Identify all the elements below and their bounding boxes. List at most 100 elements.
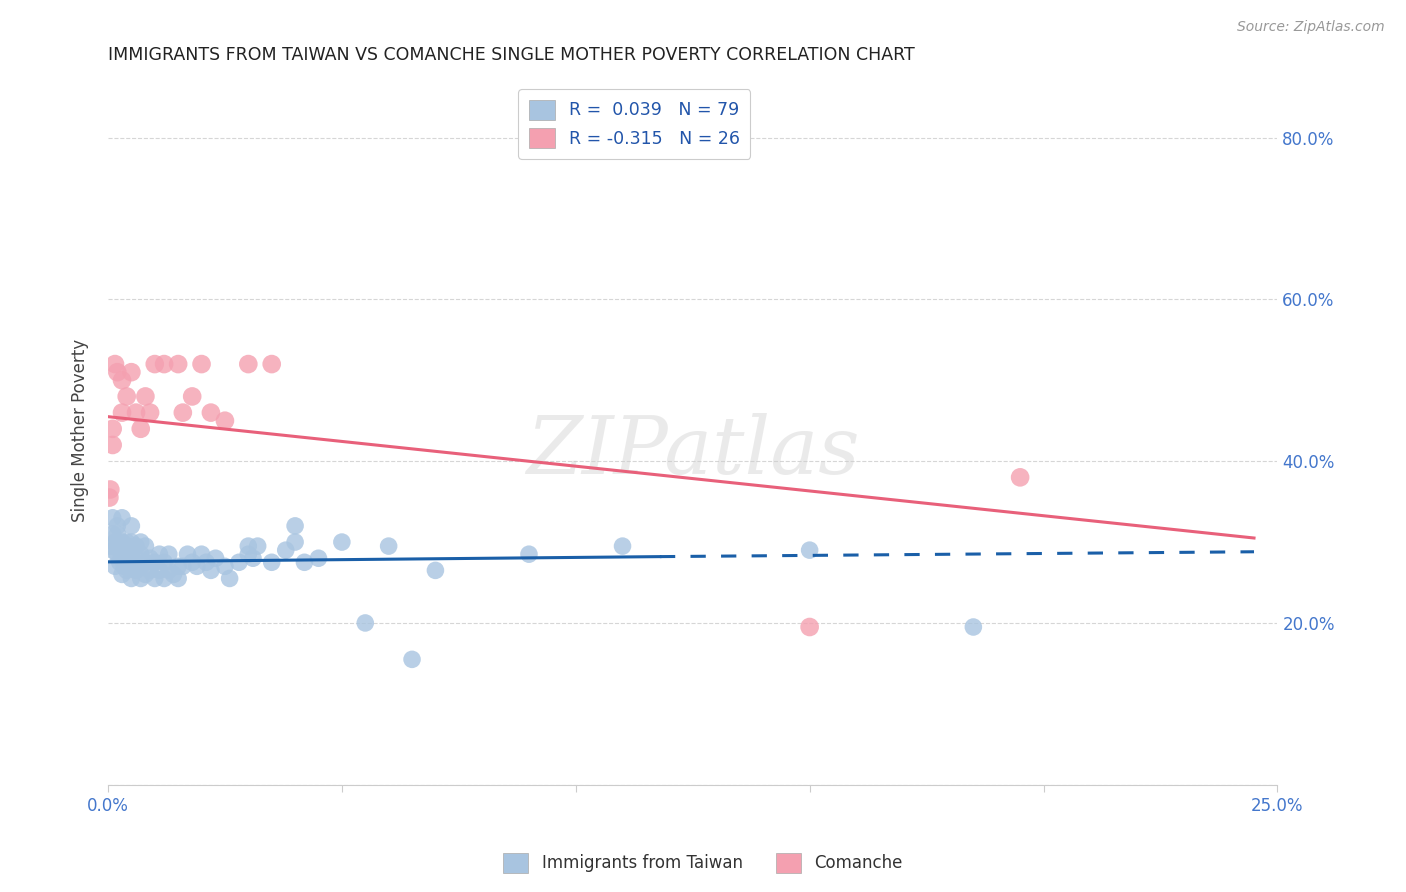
Point <box>129 547 152 561</box>
Point <box>308 551 330 566</box>
Point <box>98 483 121 497</box>
Point <box>962 620 984 634</box>
Point <box>148 563 170 577</box>
Point <box>195 555 218 569</box>
Point <box>242 551 264 566</box>
Point <box>120 535 142 549</box>
Point <box>172 406 194 420</box>
Point <box>125 539 148 553</box>
Point <box>377 539 399 553</box>
Point <box>101 543 124 558</box>
Point <box>108 555 131 569</box>
Point <box>176 547 198 561</box>
Point <box>143 571 166 585</box>
Point <box>799 620 821 634</box>
Point <box>120 547 142 561</box>
Point <box>214 414 236 428</box>
Point <box>167 559 190 574</box>
Point <box>200 406 222 420</box>
Point <box>134 567 156 582</box>
Point <box>246 539 269 553</box>
Point <box>148 547 170 561</box>
Point <box>115 535 138 549</box>
Point <box>284 519 307 533</box>
Point <box>186 559 208 574</box>
Point <box>101 510 124 524</box>
Point <box>129 422 152 436</box>
Point <box>104 357 127 371</box>
Point <box>200 563 222 577</box>
Point <box>125 551 148 566</box>
Point <box>98 491 121 505</box>
Point <box>105 527 128 541</box>
Point <box>134 539 156 553</box>
Legend: R =  0.039   N = 79, R = -0.315   N = 26: R = 0.039 N = 79, R = -0.315 N = 26 <box>519 89 751 159</box>
Point <box>612 539 634 553</box>
Point <box>214 559 236 574</box>
Point <box>143 555 166 569</box>
Point <box>108 543 131 558</box>
Point <box>111 406 134 420</box>
Point <box>104 535 127 549</box>
Point <box>274 543 297 558</box>
Point <box>284 535 307 549</box>
Point <box>238 547 260 561</box>
Point <box>101 422 124 436</box>
Point <box>111 567 134 582</box>
Point <box>181 389 204 403</box>
Point <box>354 615 377 630</box>
Point <box>120 365 142 379</box>
Point <box>153 357 176 371</box>
Point <box>129 535 152 549</box>
Point <box>105 547 128 561</box>
Point <box>115 539 138 553</box>
Point <box>104 559 127 574</box>
Point <box>167 571 190 585</box>
Point <box>190 357 212 371</box>
Point <box>153 571 176 585</box>
Text: ZIPatlas: ZIPatlas <box>526 413 859 491</box>
Point <box>111 373 134 387</box>
Point <box>153 555 176 569</box>
Point <box>238 539 260 553</box>
Point <box>129 559 152 574</box>
Point <box>172 559 194 574</box>
Point <box>115 551 138 566</box>
Point <box>112 559 135 574</box>
Point <box>139 563 162 577</box>
Point <box>139 406 162 420</box>
Text: IMMIGRANTS FROM TAIWAN VS COMANCHE SINGLE MOTHER POVERTY CORRELATION CHART: IMMIGRANTS FROM TAIWAN VS COMANCHE SINGL… <box>108 46 915 64</box>
Point <box>105 365 128 379</box>
Point <box>238 357 260 371</box>
Point <box>115 389 138 403</box>
Point <box>111 551 134 566</box>
Point <box>134 389 156 403</box>
Point <box>105 539 128 553</box>
Point <box>105 519 128 533</box>
Point <box>517 547 540 561</box>
Point <box>115 563 138 577</box>
Point <box>181 555 204 569</box>
Point <box>120 519 142 533</box>
Point <box>125 563 148 577</box>
Point <box>1010 470 1032 484</box>
Point <box>204 551 226 566</box>
Point <box>401 652 423 666</box>
Point <box>162 567 184 582</box>
Point <box>143 357 166 371</box>
Point <box>101 527 124 541</box>
Point <box>190 547 212 561</box>
Point <box>120 571 142 585</box>
Legend: Immigrants from Taiwan, Comanche: Immigrants from Taiwan, Comanche <box>496 847 910 880</box>
Point <box>157 563 180 577</box>
Point <box>129 571 152 585</box>
Point <box>167 357 190 371</box>
Point <box>111 535 134 549</box>
Point <box>125 406 148 420</box>
Text: Source: ZipAtlas.com: Source: ZipAtlas.com <box>1237 20 1385 34</box>
Point <box>120 559 142 574</box>
Point <box>101 438 124 452</box>
Point <box>98 539 121 553</box>
Point <box>228 555 250 569</box>
Point <box>157 547 180 561</box>
